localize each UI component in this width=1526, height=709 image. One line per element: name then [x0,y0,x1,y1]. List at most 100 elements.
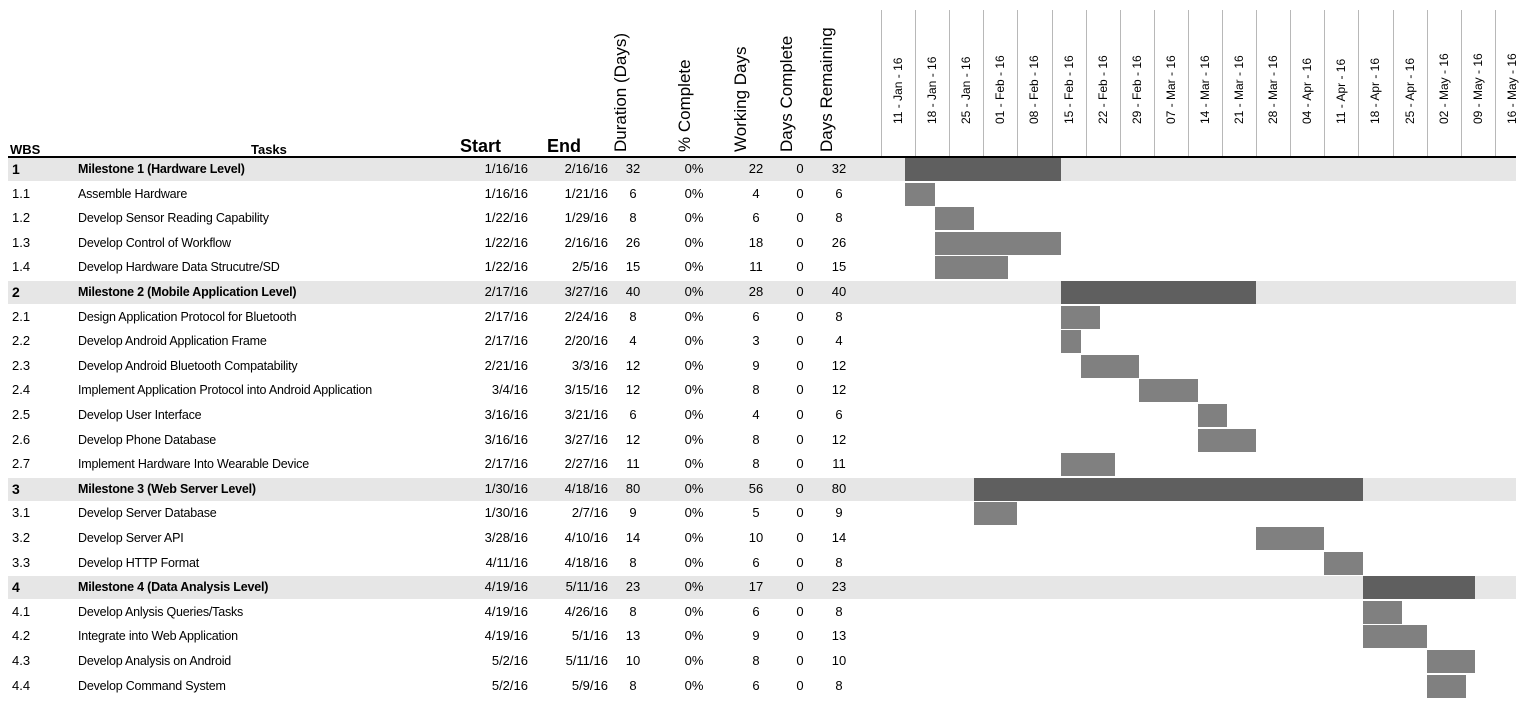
cell-end: 2/7/16 [571,505,608,521]
cell-task: Develop Phone Database [78,432,217,447]
cell-remaining: 32 [831,161,847,176]
cell-start: 1/22/16 [484,234,528,250]
week-label: 22 - Feb - 16 [1095,55,1110,124]
cell-start: 4/19/16 [484,579,528,595]
cell-pct: 0% [684,382,704,398]
cell-task: Develop Hardware Data Strucutre/SD [78,260,280,275]
cell-duration: 12 [625,357,641,373]
task-bar [1197,404,1227,427]
row-separator [8,353,1516,356]
row-separator [8,500,1516,503]
cell-wbs: 2.3 [12,357,31,373]
cell-task: Design Application Protocol for Bluetoot… [78,309,297,324]
cell-end: 2/5/16 [571,259,608,275]
cell-working: 9 [752,357,760,373]
cell-duration: 12 [625,382,641,398]
header-pct-complete: % Complete [675,59,694,152]
cell-task: Develop Command System [78,678,226,693]
cell-duration: 6 [629,407,637,422]
cell-end: 2/16/16 [564,161,608,176]
cell-remaining: 13 [831,628,847,644]
cell-done: 0 [796,554,804,570]
week-label: 11 - Jan - 16 [891,57,905,124]
task-bar [973,502,1018,526]
cell-end: 2/20/16 [564,333,608,349]
cell-duration: 8 [629,603,637,619]
row-separator [8,574,1516,577]
cell-end: 4/18/16 [564,480,608,496]
row-separator [8,550,1516,552]
cell-pct: 0% [684,284,704,299]
cell-task: Milestone 1 (Hardware Level) [78,162,245,176]
cell-duration: 80 [625,480,641,496]
week-label: 21 - Mar - 16 [1232,55,1246,124]
cell-pct: 0% [684,628,704,644]
cell-working: 22 [748,161,764,176]
header-wbs: WBS [10,142,41,157]
header-tasks: Tasks [251,142,287,157]
task-row: 2.4 Implement Application Protocol into A… [8,379,1516,403]
cell-done: 0 [796,628,804,644]
week-gridline [1427,10,1428,157]
week-label: 16 - May - 16 [1504,53,1519,124]
cell-remaining: 12 [831,357,847,373]
cell-duration: 11 [626,456,640,472]
cell-pct: 0% [684,480,704,496]
cell-end: 1/29/16 [564,210,608,226]
row-separator [8,230,1516,233]
task-bar [1256,527,1325,550]
cell-wbs: 2.4 [12,382,31,398]
week-gridline [1222,10,1223,157]
task-row: 1.4 Develop Hardware Data Strucutre/SD 1/2… [8,256,1516,280]
cell-working: 6 [752,210,760,226]
cell-done: 0 [796,357,804,373]
cell-remaining: 11 [832,456,846,472]
cell-start: 1/22/16 [484,210,528,226]
cell-done: 0 [796,185,804,201]
cell-pct: 0% [684,603,704,619]
cell-end: 4/18/16 [564,554,608,570]
cell-wbs: 3.1 [12,505,31,521]
cell-end: 3/15/16 [564,382,608,398]
cell-done: 0 [796,407,804,422]
cell-working: 3 [752,333,760,349]
week-label: 28 - Mar - 16 [1266,55,1281,124]
cell-done: 0 [796,653,804,668]
row-separator [8,402,1516,405]
task-row: 3.2 Develop Server API 3/28/16 4/10/16 14 0% 1… [8,527,1516,551]
task-row: 2.3 Develop Android Bluetooth Compatabili… [8,355,1516,379]
cell-end: 3/27/16 [564,431,608,447]
week-gridline [1052,10,1053,157]
cell-remaining: 14 [831,530,847,545]
cell-remaining: 23 [831,579,847,595]
cell-done: 0 [796,284,804,299]
cell-start: 4/19/16 [484,628,528,644]
week-label: 29 - Feb - 16 [1129,55,1144,124]
cell-remaining: 12 [831,431,847,447]
week-gridline [949,10,950,157]
cell-working: 9 [752,628,760,644]
row-separator [8,304,1516,306]
cell-remaining: 40 [831,284,847,299]
cell-remaining: 8 [835,554,843,570]
cell-duration: 8 [629,554,637,570]
cell-task: Develop Server Database [78,506,217,521]
task-bar [1426,674,1466,698]
milestone-row: 2 Milestone 2 (Mobile Application Level) 2… [8,281,1516,305]
cell-wbs: 3 [12,480,20,497]
cell-remaining: 8 [835,677,843,693]
cell-working: 18 [748,234,764,250]
week-label: 18 - Apr - 16 [1368,57,1383,124]
header-end: End [547,136,581,156]
cell-wbs: 2.1 [12,308,31,324]
task-bar [1061,453,1115,477]
cell-pct: 0% [684,677,704,693]
cell-end: 3/21/16 [564,407,608,422]
cell-working: 11 [749,259,763,275]
cell-end: 3/27/16 [564,284,608,299]
cell-start: 2/17/16 [484,333,528,349]
cell-start: 3/16/16 [484,407,528,422]
week-label: 04 - Apr - 16 [1300,57,1315,124]
cell-duration: 26 [625,234,641,250]
